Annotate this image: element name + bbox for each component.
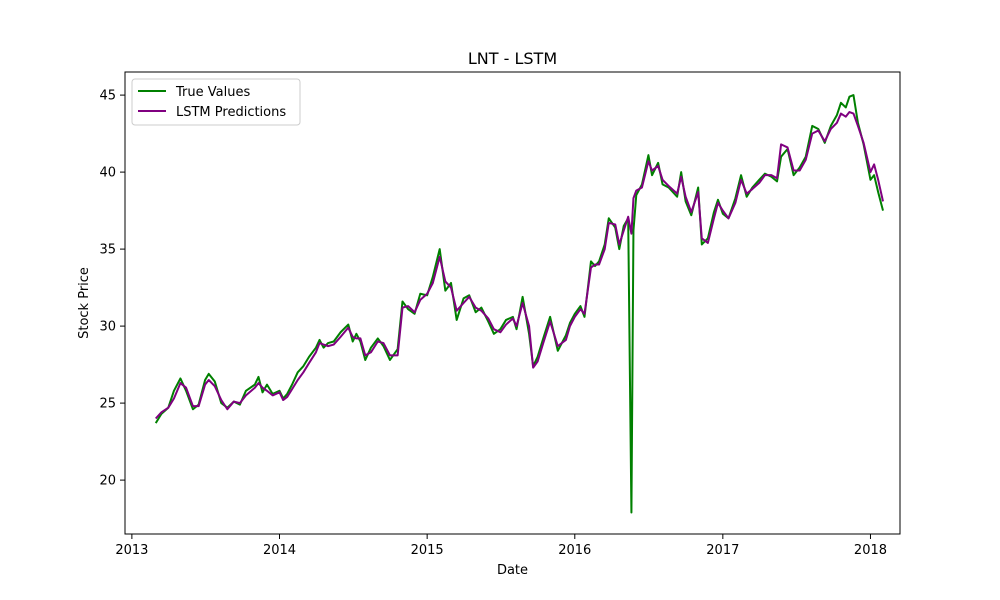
x-axis-label: Date — [497, 563, 528, 578]
plot-frame — [124, 71, 901, 535]
y-tick-label: 20 — [99, 474, 116, 489]
x-tick-label: 2017 — [706, 543, 739, 558]
series-line-lstm-predictions — [155, 111, 884, 420]
chart-title: LNT - LSTM — [468, 49, 557, 68]
y-tick-label: 30 — [99, 320, 116, 335]
legend: True Values LSTM Predictions — [131, 78, 301, 126]
legend-label-true-values: True Values — [175, 85, 250, 100]
x-tick-label: 2013 — [115, 543, 148, 558]
y-axis-label: Stock Price — [77, 267, 92, 339]
x-tick-label: 2016 — [558, 543, 591, 558]
y-tick-label: 45 — [99, 89, 116, 104]
y-tick-label: 40 — [99, 166, 116, 181]
y-tick-label: 35 — [99, 243, 116, 258]
x-tick-label: 2015 — [411, 543, 444, 558]
legend-label-lstm-predictions: LSTM Predictions — [176, 105, 286, 120]
y-tick-label: 25 — [99, 397, 116, 412]
legend-box — [131, 78, 301, 126]
x-tick-label: 2014 — [263, 543, 296, 558]
x-tick-label: 2018 — [854, 543, 887, 558]
